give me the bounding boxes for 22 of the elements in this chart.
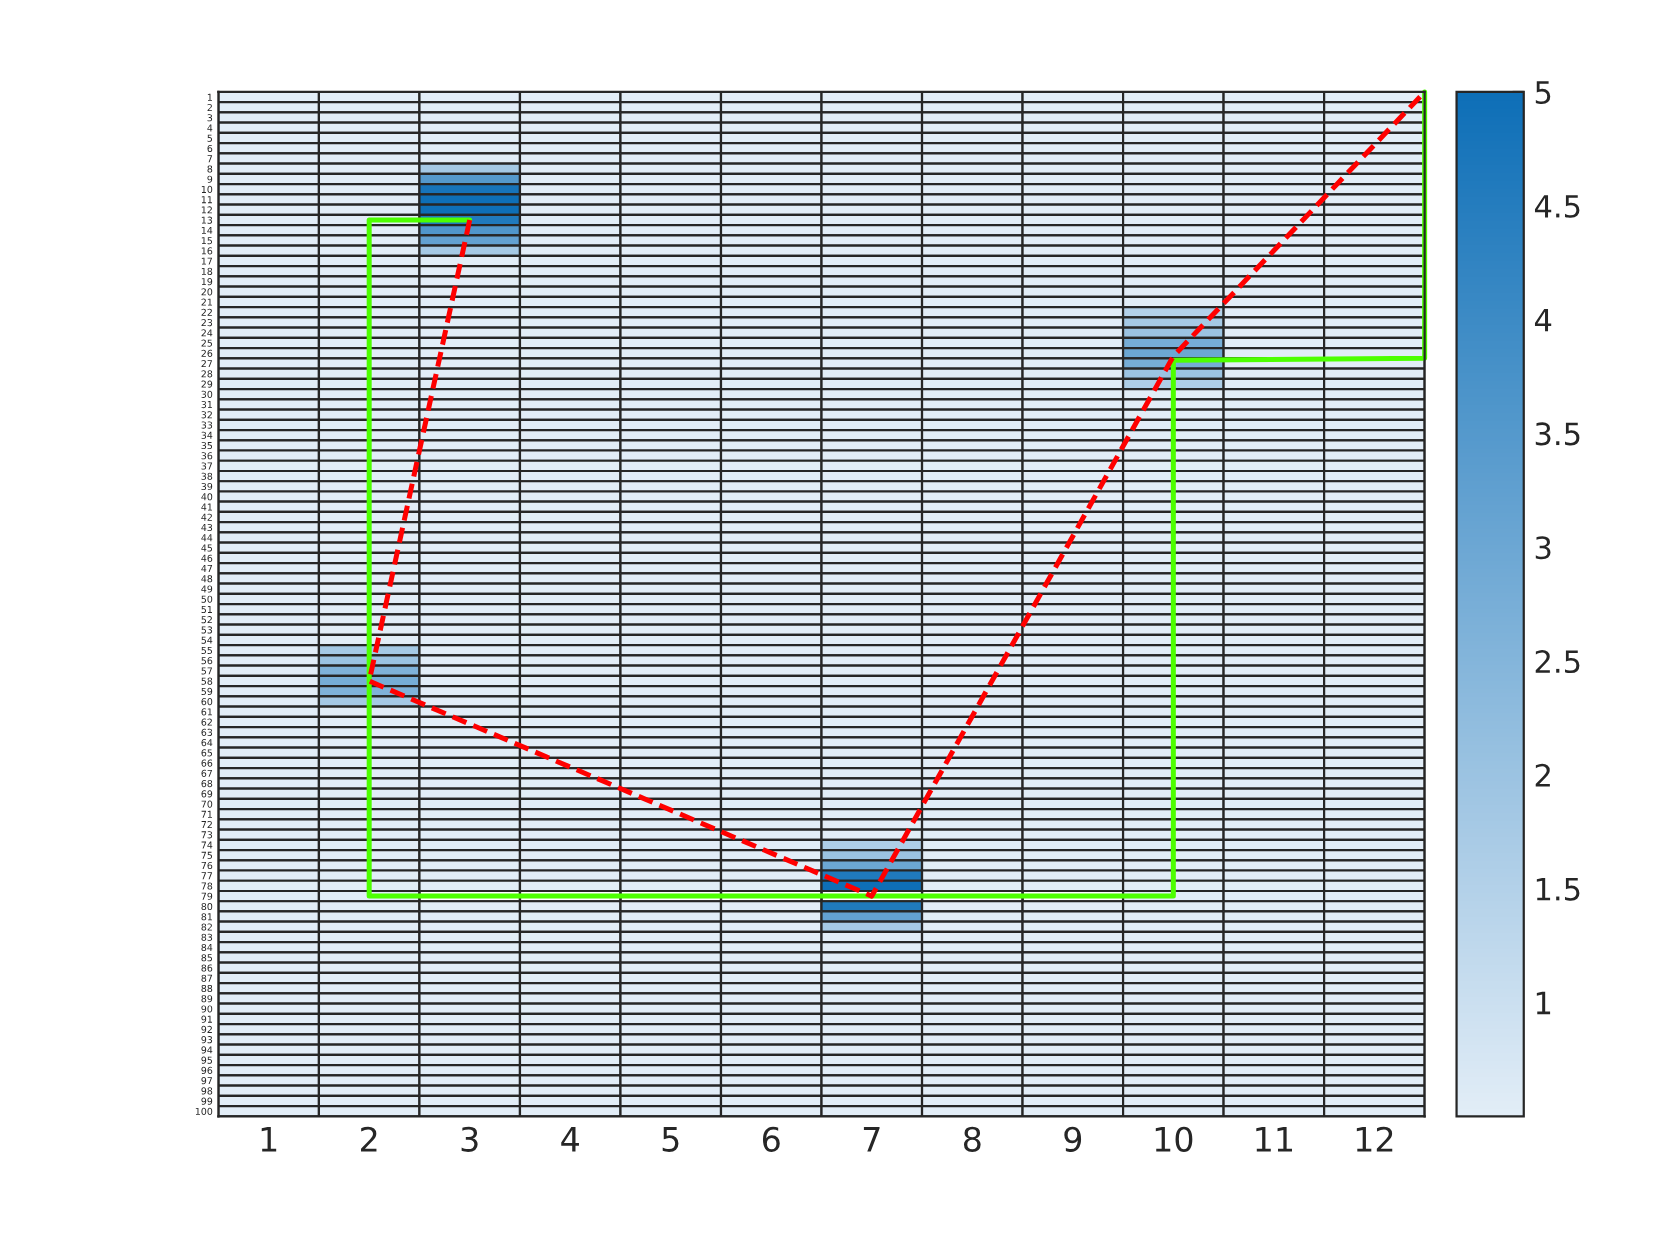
x-tick-label: 10: [1155, 1126, 1193, 1152]
x-tick-label: 7: [863, 1127, 880, 1152]
color-bar-label: 4.5: [1534, 195, 1580, 218]
color-bar-label: 2.5: [1535, 650, 1580, 674]
color-bar-label: 1.5: [1536, 878, 1580, 901]
x-tick-label: 8: [963, 1126, 981, 1152]
color-bar-label: 2: [1535, 763, 1550, 787]
line-series: [366, 89, 1428, 899]
x-tick-label: 12: [1356, 1126, 1393, 1152]
x-tick-label: 1: [261, 1127, 277, 1152]
x-tick-label: 9: [1064, 1126, 1082, 1152]
x-tick-label: 4: [561, 1127, 579, 1152]
color-bar-label: 3: [1535, 536, 1551, 560]
x-tick-label: 3: [461, 1126, 478, 1152]
x-tick-label: 11: [1256, 1127, 1292, 1152]
x-tick-label: 6: [762, 1126, 780, 1152]
x-tick-label: 2: [361, 1126, 377, 1152]
x-tick-label: 5: [662, 1127, 679, 1152]
color-bar-label: 4: [1534, 308, 1552, 332]
color-bar-label: 1: [1536, 991, 1551, 1015]
color-bar-label: 3.5: [1535, 422, 1580, 446]
color-bar-label: 5: [1535, 81, 1551, 105]
